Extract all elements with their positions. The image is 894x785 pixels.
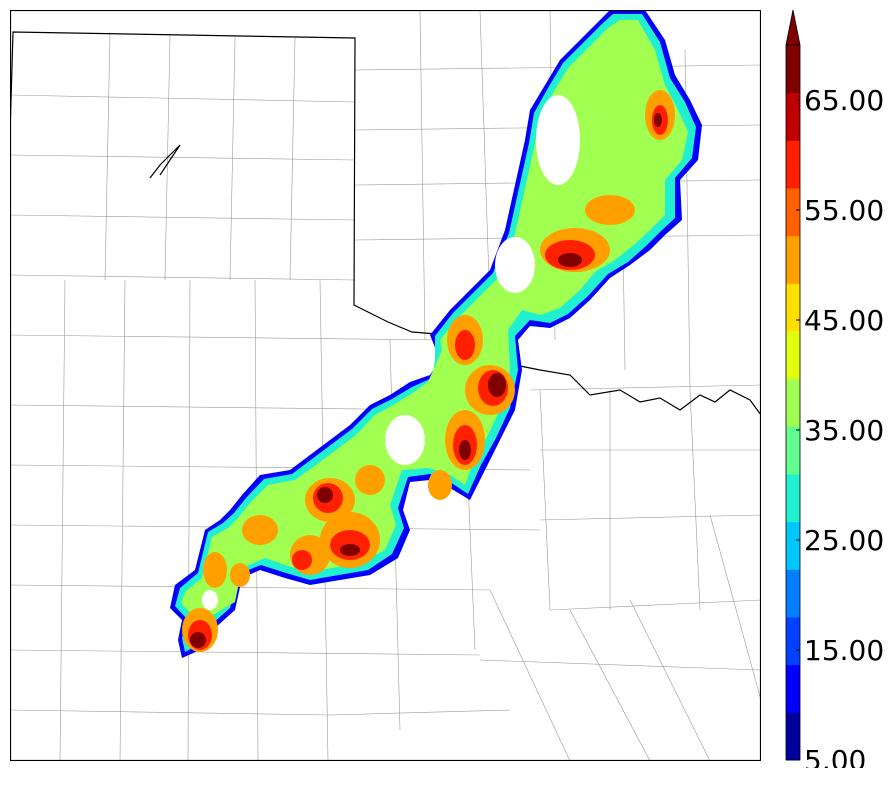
colorbar-tick-label: 35.00 bbox=[804, 414, 884, 447]
colorbar-segment bbox=[786, 664, 800, 713]
colorbar-segment bbox=[786, 331, 800, 380]
colorbar-segment bbox=[786, 712, 800, 761]
radar-map bbox=[10, 10, 761, 761]
colorbar-segment bbox=[786, 140, 800, 189]
colorbar-segment bbox=[786, 474, 800, 523]
colorbar-tick-label: 15.00 bbox=[804, 634, 884, 667]
colorbar-extend-arrow bbox=[785, 9, 801, 46]
colorbar-segment bbox=[786, 617, 800, 666]
colorbar-segment bbox=[786, 188, 800, 237]
colorbar-tick-label: 5.00 bbox=[804, 744, 866, 768]
state-borders bbox=[10, 31, 761, 416]
map-border bbox=[10, 10, 761, 761]
colorbar-segment bbox=[786, 521, 800, 570]
colorbar-tick-label: 65.00 bbox=[804, 84, 884, 117]
colorbar-segment bbox=[786, 378, 800, 427]
colorbar-tick-label: 25.00 bbox=[804, 524, 884, 557]
colorbar-segment bbox=[786, 92, 800, 141]
colorbar-segment bbox=[786, 283, 800, 332]
colorbar-tick-label: 55.00 bbox=[804, 194, 884, 227]
colorbar-segment bbox=[786, 45, 800, 94]
colorbar: 5.00 15.00 25.00 35.00 45.00 55.00 65.00 bbox=[784, 8, 894, 777]
reflectivity-contours bbox=[170, 10, 702, 658]
colorbar-border bbox=[785, 44, 801, 761]
colorbar-segment bbox=[786, 235, 800, 284]
colorbar-segment bbox=[786, 569, 800, 618]
colorbar-segment bbox=[786, 426, 800, 475]
colorbar-tick-label: 45.00 bbox=[804, 304, 884, 337]
